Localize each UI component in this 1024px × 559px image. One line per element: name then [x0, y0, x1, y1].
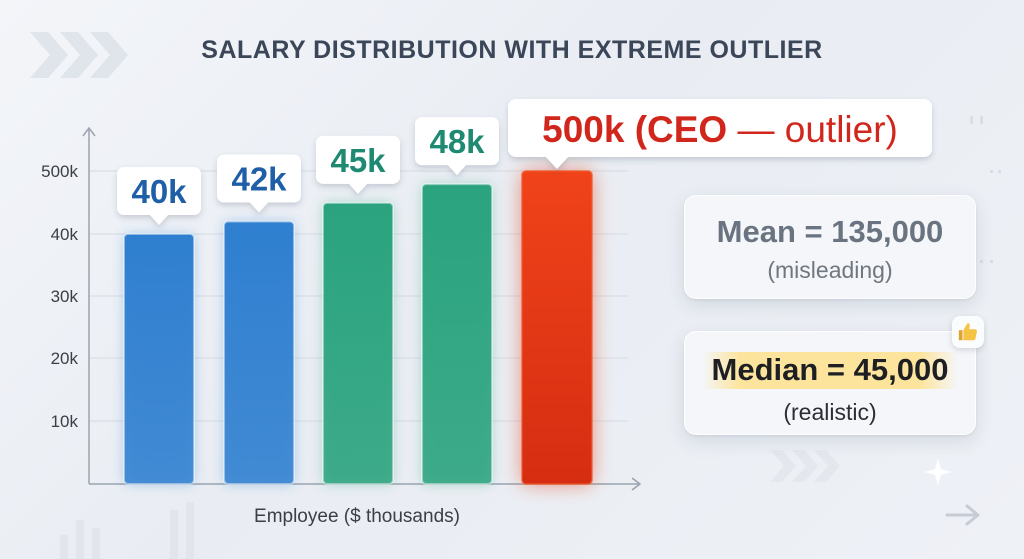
bar — [223, 220, 295, 486]
chart-title: SALARY DISTRIBUTION WITH EXTREME OUTLIER — [201, 36, 823, 64]
bar — [322, 201, 394, 485]
y-tick-label: 20k — [51, 349, 79, 368]
arrow-right-icon — [945, 504, 980, 526]
mean-value: Mean = 135,000 — [716, 214, 944, 249]
chevrons-decoration-icon — [30, 32, 128, 78]
mean-note: (misleading) — [767, 257, 893, 283]
data-label: 500k (CEO — outlier) — [542, 109, 898, 150]
data-label-callout — [117, 167, 201, 225]
data-label-callout — [508, 99, 932, 169]
median-value: Median = 45,000 — [701, 352, 959, 389]
data-label: 42k — [231, 161, 287, 198]
data-label-callout — [217, 154, 301, 213]
thumbs-up-icon — [952, 316, 984, 348]
bar — [123, 233, 195, 485]
data-label: 40k — [131, 173, 187, 210]
mean-card: Mean = 135,000 (misleading) — [684, 195, 976, 299]
chevrons-decoration-icon — [770, 450, 840, 482]
data-label: 48k — [429, 123, 485, 160]
y-axis-arrow — [82, 126, 96, 137]
sparkle-icon — [924, 458, 952, 486]
y-tick-label: 30k — [51, 287, 79, 306]
x-axis-arrow — [631, 477, 642, 491]
bar — [421, 183, 493, 485]
x-axis-label: Employee ($ thousands) — [254, 506, 460, 527]
y-tick-label: 10k — [51, 412, 79, 431]
median-note: (realistic) — [783, 399, 877, 425]
bars-decoration-icon — [60, 502, 194, 559]
data-label-callout — [415, 117, 499, 176]
y-tick-label: 40k — [51, 225, 79, 244]
median-card: Median = 45,000 (realistic) — [684, 331, 976, 435]
data-label: 45k — [330, 142, 386, 179]
y-tick-label: 500k — [41, 162, 78, 181]
bar — [521, 170, 593, 485]
data-label-callout — [316, 135, 400, 194]
